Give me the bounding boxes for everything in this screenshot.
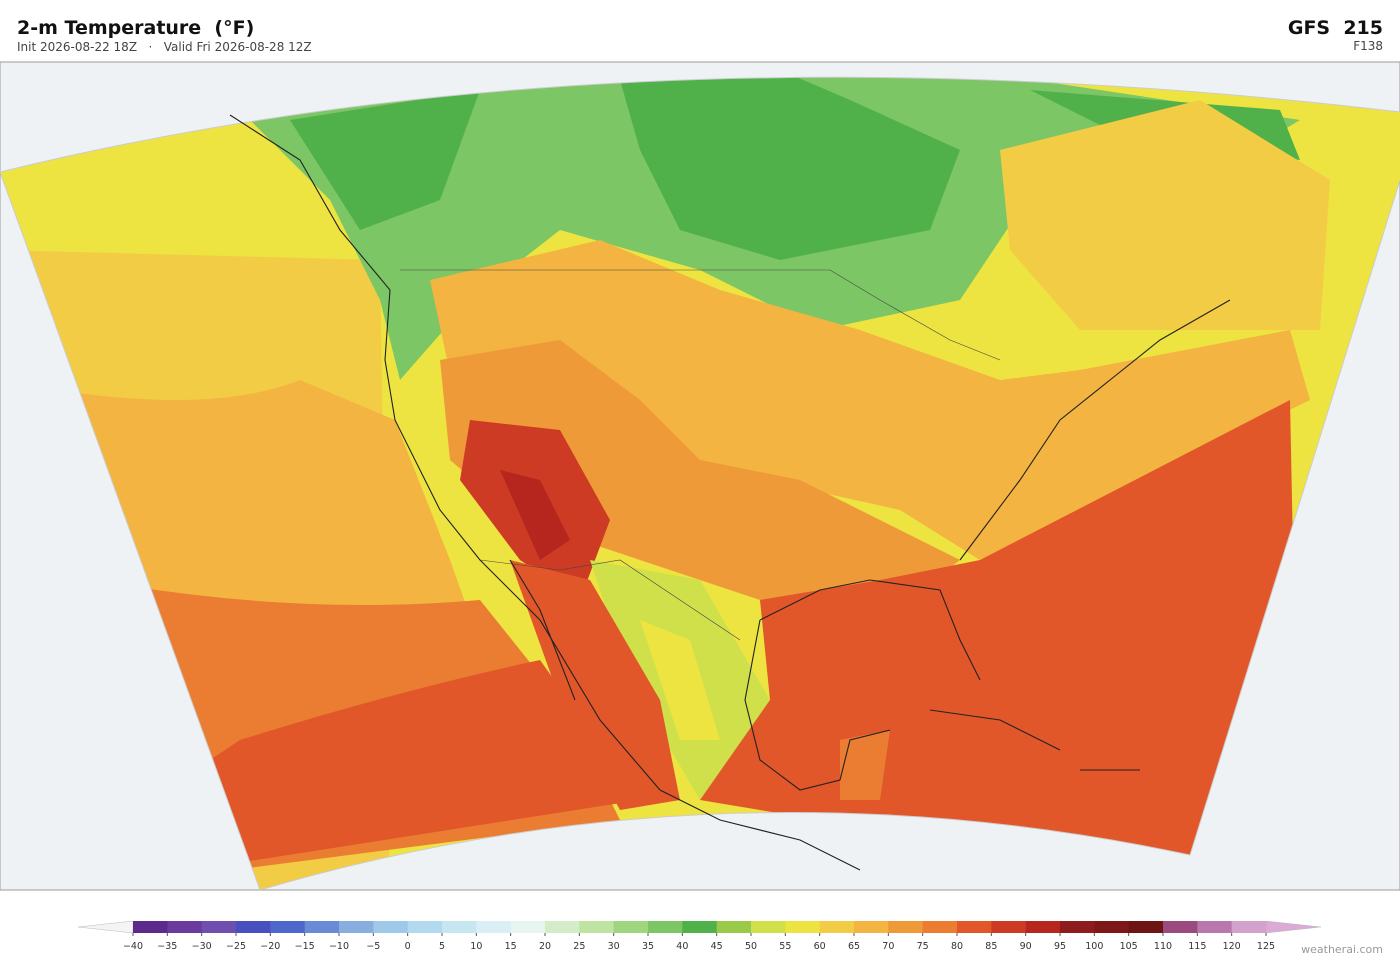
colorbar-swatch (545, 921, 580, 933)
colorbar-swatch (167, 921, 203, 933)
colorbar-label: 80 (951, 941, 963, 952)
colorbar-label: 115 (1188, 941, 1206, 952)
colorbar-label: −20 (260, 941, 280, 952)
colorbar-swatch (716, 921, 752, 933)
colorbar-label: 55 (779, 941, 791, 952)
colorbar-swatch (957, 921, 992, 933)
colorbar-label: 50 (745, 941, 757, 952)
colorbar-label: 120 (1223, 941, 1241, 952)
colorbar-swatch (373, 921, 409, 933)
colorbar-swatch (304, 921, 340, 933)
colorbar-label: 75 (917, 941, 929, 952)
colorbar-label: −35 (157, 941, 177, 952)
colorbar-label: 70 (882, 941, 894, 952)
colorbar-swatch (991, 921, 1027, 933)
colorbar-label: 65 (848, 941, 860, 952)
colorbar-swatch (1197, 921, 1233, 933)
colorbar-swatch (922, 921, 958, 933)
colorbar-label: 25 (573, 941, 585, 952)
colorbar-swatch (339, 921, 374, 933)
colorbar-label: −40 (123, 941, 143, 952)
colorbar-swatch (201, 921, 237, 933)
borders (400, 269, 1001, 641)
colorbar-swatch (133, 921, 168, 933)
colorbar-swatch (1094, 921, 1130, 933)
colorbar-swatch (442, 921, 477, 933)
colorbar-swatch (1231, 921, 1267, 933)
coastlines (229, 114, 1231, 871)
colorbar-swatch (476, 921, 512, 933)
colorbar-swatch (1025, 921, 1061, 933)
title: 2-m Temperature (°F) (17, 17, 254, 39)
colorbar-swatch (1060, 921, 1095, 933)
colorbar-label: −30 (192, 941, 212, 952)
subtitle: Init 2026-08-22 18Z · Valid Fri 2026-08-… (17, 40, 312, 54)
colorbar-label: −5 (366, 941, 380, 952)
colorbar-swatch (510, 921, 546, 933)
colorbar-label: −10 (329, 941, 349, 952)
colorbar-label: 40 (676, 941, 688, 952)
colorbar-label: −15 (295, 941, 315, 952)
colorbar-swatch (579, 921, 615, 933)
colorbar-swatch (888, 921, 924, 933)
colorbar-label: 10 (470, 941, 482, 952)
colorbar-swatch (751, 921, 786, 933)
colorbar-label: 35 (642, 941, 654, 952)
colorbar-swatch (648, 921, 683, 933)
colorbar-label: 85 (985, 941, 997, 952)
colorbar-swatch (236, 921, 271, 933)
colorbar-swatch (407, 921, 443, 933)
colorbar-label: 30 (608, 941, 620, 952)
colorbar-label: 95 (1054, 941, 1066, 952)
colorbar-label: 45 (711, 941, 723, 952)
model-label: GFS 215 (1288, 17, 1383, 39)
forecast-hour: F138 (1353, 39, 1383, 53)
colorbar-label: 90 (1020, 941, 1032, 952)
colorbar-swatch (682, 921, 718, 933)
colorbar-label: 125 (1257, 941, 1275, 952)
colorbar-swatch (854, 921, 889, 933)
colorbar-label: 100 (1085, 941, 1103, 952)
colorbar-label: 60 (814, 941, 826, 952)
colorbar: −40 −35 −30 −25 −20 −15 −10 −5 0 5 10 15 20 25 30 35 40 4… (77, 920, 1322, 952)
colorbar-swatch (1163, 921, 1198, 933)
colorbar-label: 0 (405, 941, 411, 952)
colorbar-label: 110 (1154, 941, 1172, 952)
colorbar-label: −25 (226, 941, 246, 952)
colorbar-label: 5 (439, 941, 445, 952)
colorbar-swatch (785, 921, 821, 933)
credit: weatherai.com (1301, 943, 1383, 956)
colorbar-swatch (270, 921, 306, 933)
colorbar-swatch (613, 921, 649, 933)
colorbar-swatch (819, 921, 855, 933)
colorbar-swatch (1128, 921, 1164, 933)
colorbar-label: 15 (505, 941, 517, 952)
colorbar-label: 20 (539, 941, 551, 952)
colorbar-label: 105 (1120, 941, 1138, 952)
